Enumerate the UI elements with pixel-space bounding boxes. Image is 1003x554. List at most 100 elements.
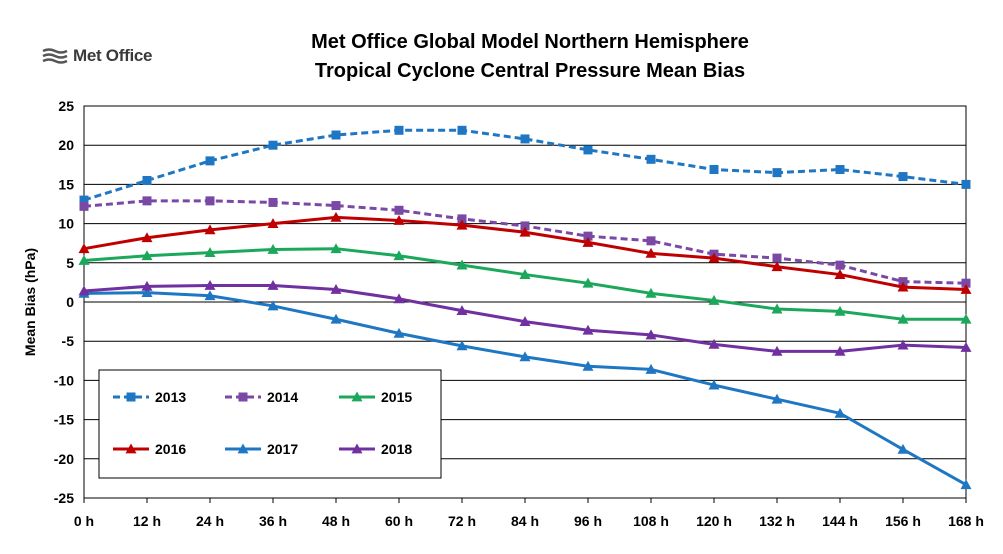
legend-item-2014: 2014: [225, 389, 298, 405]
data-point-2018: [708, 338, 720, 349]
data-point-2016: [267, 218, 279, 228]
y-tick-label: 10: [58, 216, 74, 232]
data-point-2014: [142, 196, 152, 206]
data-point-2016: [519, 226, 531, 237]
chart-title-line-1: Met Office Global Model Northern Hemisph…: [311, 31, 749, 53]
data-point-2018: [519, 316, 531, 326]
legend-label: 2017: [267, 441, 298, 457]
data-point-2016: [771, 261, 783, 272]
data-point-2015: [708, 294, 720, 305]
data-point-2013: [457, 125, 467, 135]
series-2018: [78, 280, 972, 356]
data-point-2016: [330, 211, 342, 222]
data-point-2017: [393, 327, 405, 338]
legend-swatch-marker: [126, 392, 136, 402]
data-point-2017: [771, 393, 783, 404]
legend-label: 2018: [381, 441, 412, 457]
x-tick-label: 24 h: [196, 513, 224, 529]
met-office-logo-icon: [42, 48, 68, 64]
data-point-2014: [520, 221, 530, 231]
legend-item-2016: 2016: [113, 441, 186, 457]
data-point-2013: [835, 165, 845, 175]
data-point-2015: [456, 259, 468, 270]
y-tick-label: 5: [66, 255, 74, 271]
y-tick-label: -15: [54, 412, 74, 428]
legend-item-2017: 2017: [225, 441, 298, 457]
legend-item-2018: 2018: [339, 441, 412, 457]
x-tick-label: 0 h: [74, 513, 94, 529]
data-point-2015: [897, 313, 909, 324]
x-tick-label: 168 h: [948, 513, 984, 529]
x-tick-label: 108 h: [633, 513, 669, 529]
data-point-2013: [205, 156, 215, 166]
legend-label: 2013: [155, 389, 186, 405]
data-point-2017: [330, 313, 342, 324]
data-point-2016: [78, 243, 90, 254]
data-point-2016: [393, 214, 405, 225]
data-point-2014: [646, 236, 656, 246]
data-point-2014: [394, 205, 404, 215]
x-tick-label: 36 h: [259, 513, 287, 529]
data-point-2018: [141, 280, 153, 291]
data-point-2015: [834, 305, 846, 316]
data-point-2016: [456, 219, 468, 230]
legend-swatch-marker: [351, 443, 363, 454]
met-office-logo: Met Office: [42, 46, 152, 66]
data-point-2018: [771, 345, 783, 356]
y-tick-label: -10: [54, 372, 74, 388]
data-point-2014: [79, 201, 89, 211]
data-point-2014: [583, 231, 593, 241]
chart-title-line-2: Tropical Cyclone Central Pressure Mean B…: [314, 60, 746, 82]
data-point-2013: [646, 154, 656, 164]
data-point-2015: [141, 250, 153, 261]
legend-swatch-marker: [351, 391, 363, 402]
data-point-2017: [708, 379, 720, 390]
data-point-2013: [709, 165, 719, 175]
data-point-2014: [331, 201, 341, 211]
data-point-2017: [204, 290, 216, 301]
data-point-2017: [834, 407, 846, 418]
data-point-2016: [708, 252, 720, 263]
data-point-2016: [204, 224, 216, 235]
legend-item-2015: 2015: [339, 389, 412, 405]
data-point-2013: [394, 125, 404, 135]
data-point-2013: [961, 179, 971, 189]
data-point-2017: [456, 340, 468, 351]
data-point-2015: [960, 313, 972, 324]
data-point-2017: [897, 443, 909, 454]
logo-text: Met Office: [73, 46, 153, 65]
data-point-2015: [393, 250, 405, 261]
data-point-2013: [583, 145, 593, 155]
data-point-2018: [834, 345, 846, 356]
x-tick-label: 72 h: [448, 513, 476, 529]
legend-swatch-marker: [237, 443, 249, 454]
data-point-2017: [645, 363, 657, 374]
x-tick-label: 60 h: [385, 513, 413, 529]
data-point-2013: [772, 168, 782, 178]
data-point-2017: [519, 351, 531, 362]
x-tick-label: 156 h: [885, 513, 921, 529]
x-tick-label: 132 h: [759, 513, 795, 529]
data-point-2017: [267, 300, 279, 311]
data-point-2018: [897, 339, 909, 350]
data-point-2015: [267, 243, 279, 254]
y-tick-label: -25: [54, 490, 74, 506]
data-point-2017: [582, 360, 594, 371]
data-point-2013: [331, 130, 341, 140]
series-line-2015: [83, 247, 966, 321]
legend-label: 2015: [381, 389, 412, 405]
legend-box: [98, 369, 442, 479]
data-point-2018: [582, 324, 594, 335]
series-2013: [79, 125, 971, 205]
x-tick-label: 120 h: [696, 513, 732, 529]
x-tick-label: 12 h: [133, 513, 161, 529]
data-point-2018: [456, 305, 468, 316]
data-point-2015: [330, 243, 342, 254]
data-point-2014: [457, 214, 467, 224]
data-point-2016: [960, 283, 972, 294]
legend-swatch-marker: [238, 392, 248, 402]
legend-label: 2016: [155, 441, 186, 457]
x-tick-label: 48 h: [322, 513, 350, 529]
data-point-2018: [78, 285, 90, 296]
